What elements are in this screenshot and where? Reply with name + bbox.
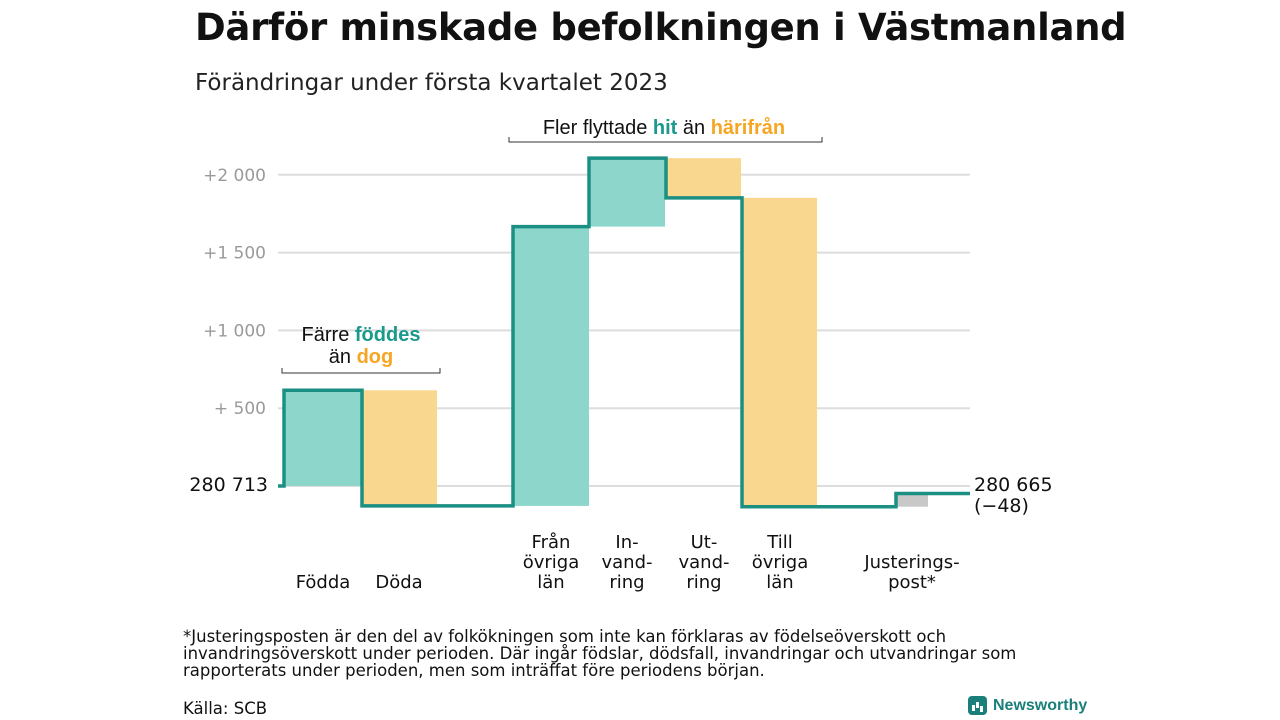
bar-increase	[513, 226, 589, 506]
deaths-annotation-prefix: än	[329, 346, 357, 368]
bar-decrease	[666, 158, 741, 198]
end-change-label: (−48)	[974, 495, 1029, 517]
x-category-label: övriga	[523, 552, 580, 573]
grid-layer: + 500 +1 000 +1 500 +2 000	[203, 166, 970, 487]
migration-annotation-middle: än	[677, 117, 710, 139]
births-annotation: Färre föddes än dog	[281, 324, 441, 374]
births-annotation-prefix: Färre	[302, 324, 355, 346]
cumulative-step-line	[278, 156, 970, 509]
source: Källa: SCB	[183, 699, 268, 718]
migration-annotation-prefix: Fler flyttade	[543, 117, 653, 139]
births-annotation-bracket	[281, 368, 441, 374]
births-annotation-highlight: föddes	[355, 324, 421, 346]
x-category-label: län	[537, 572, 564, 593]
svg-text:Färre föddes: Färre föddes	[302, 324, 421, 346]
y-tick-label: + 500	[214, 399, 266, 419]
x-category-label: Från	[532, 532, 571, 553]
x-category-label: Ut-	[691, 532, 718, 553]
bar-increase	[284, 390, 361, 486]
x-category-label: ring	[686, 572, 721, 593]
x-category-label: ring	[609, 572, 644, 593]
deaths-annotation-highlight: dog	[357, 346, 394, 368]
newsworthy-logo-icon	[968, 696, 987, 715]
svg-text:än dog: än dog	[329, 346, 393, 368]
bar-decrease	[742, 197, 817, 507]
bar-layer	[284, 158, 928, 507]
newsworthy-logo-text: Newsworthy	[993, 696, 1088, 714]
migration-annotation-bracket	[508, 137, 823, 143]
x-category-label: vand-	[678, 552, 729, 573]
y-tick-label: +2 000	[203, 166, 266, 186]
x-category-label: vand-	[601, 552, 652, 573]
x-category-label: post*	[888, 572, 936, 593]
y-tick-label: +1 000	[203, 321, 266, 341]
end-value-label: 280 665	[974, 474, 1053, 496]
newsworthy-logo[interactable]: Newsworthy	[968, 696, 1087, 715]
chart-subtitle: Förändringar under första kvartalet 2023	[195, 70, 668, 96]
x-category-label: Födda	[296, 572, 351, 593]
x-category-label: Justerings-	[863, 552, 959, 573]
bar-increase	[589, 158, 665, 227]
migration-annotation-highlight-out: härifrån	[711, 116, 785, 139]
footnote: *Justeringsposten är den del av folkökni…	[183, 627, 1017, 680]
migration-annotation: Fler flyttade hit än härifrån	[508, 116, 823, 143]
migration-annotation-highlight-in: hit	[653, 117, 678, 139]
x-category-label: In-	[615, 532, 638, 553]
x-category-label: övriga	[752, 552, 809, 573]
svg-text:Fler flyttade hit än härifrån: Fler flyttade hit än härifrån	[543, 116, 785, 139]
bar-decrease	[362, 390, 437, 506]
bar-adjustment	[896, 493, 928, 507]
x-category-label: Döda	[375, 572, 422, 593]
start-value-label: 280 713	[189, 474, 268, 496]
x-category-label: län	[766, 572, 793, 593]
x-category-label: Till	[766, 532, 792, 553]
y-tick-label: +1 500	[203, 244, 266, 264]
line-layer	[278, 156, 970, 509]
chart-title: Därför minskade befolkningen i Västmanla…	[195, 6, 1127, 49]
